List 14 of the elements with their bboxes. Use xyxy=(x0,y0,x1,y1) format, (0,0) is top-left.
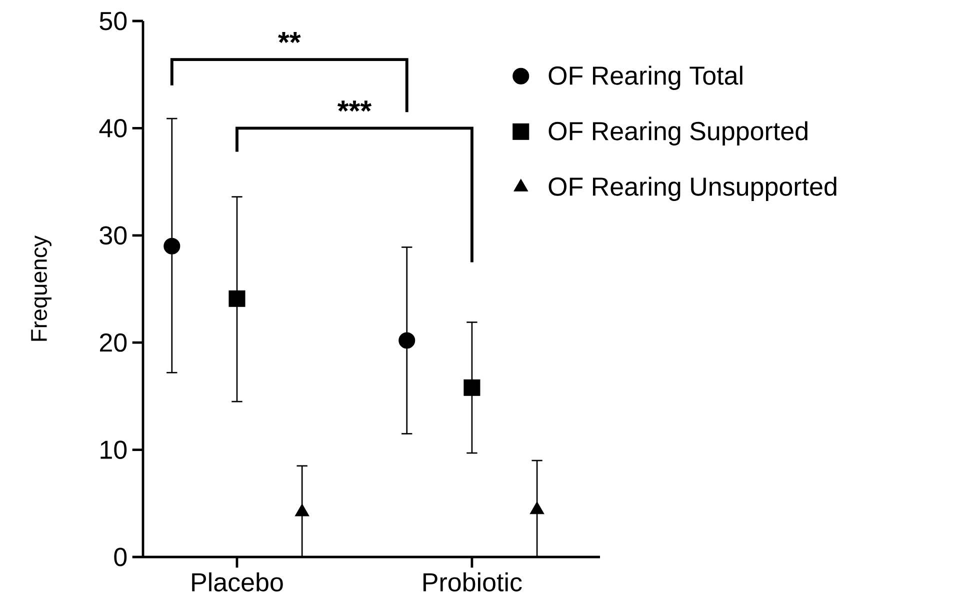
legend-label: OF Rearing Supported xyxy=(548,121,808,146)
legend-label: OF Rearing Total xyxy=(548,66,742,90)
y-tick-label: 30 xyxy=(100,226,127,245)
annotation: ** xyxy=(278,32,301,43)
y-axis-title: Frequency xyxy=(31,236,52,341)
y-tick-label: 50 xyxy=(100,12,127,30)
x-tick-label: Placebo xyxy=(192,572,283,592)
y-tick-label: 0 xyxy=(114,548,127,566)
legend-label: OF Rearing Unsupported xyxy=(548,176,836,201)
y-tick-label: 10 xyxy=(100,440,127,459)
y-tick-label: 40 xyxy=(99,119,127,138)
y-tick-label: 20 xyxy=(100,333,127,352)
x-tick-label: Probiotic xyxy=(424,572,522,592)
annotation: *** xyxy=(337,100,372,112)
